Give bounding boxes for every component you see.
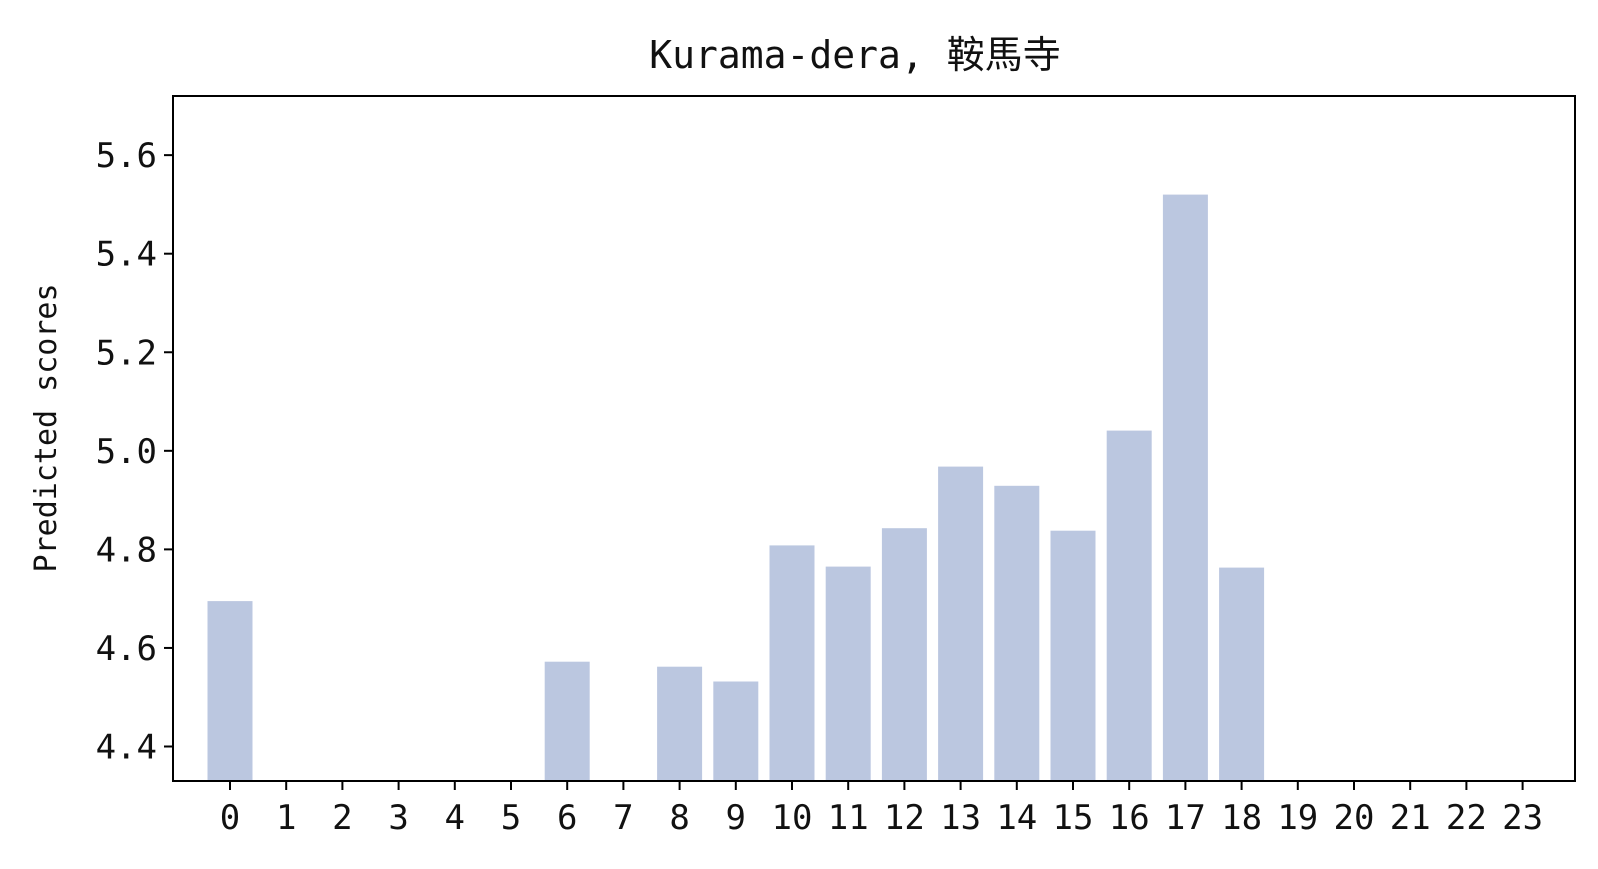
x-tick-label: 2 bbox=[332, 798, 352, 838]
x-tick-label: 17 bbox=[1165, 798, 1206, 838]
y-tick-label: 4.4 bbox=[96, 728, 157, 768]
bars-layer bbox=[207, 194, 1265, 782]
bar-10 bbox=[769, 545, 815, 781]
x-tick-label: 11 bbox=[828, 798, 869, 838]
x-tick-label: 14 bbox=[996, 798, 1037, 838]
bar-17 bbox=[1162, 194, 1208, 782]
bar-9 bbox=[713, 681, 759, 781]
bar-12 bbox=[881, 528, 927, 781]
y-tick-label: 4.6 bbox=[96, 629, 157, 669]
x-tick-label: 22 bbox=[1446, 798, 1487, 838]
bar-16 bbox=[1106, 430, 1152, 781]
x-tick-label: 23 bbox=[1502, 798, 1543, 838]
x-tick-label: 10 bbox=[772, 798, 813, 838]
x-tick-label: 8 bbox=[669, 798, 689, 838]
x-tick-label: 0 bbox=[220, 798, 240, 838]
y-tick-label: 4.8 bbox=[96, 530, 157, 570]
x-tick-label: 21 bbox=[1390, 798, 1431, 838]
x-tick-label: 19 bbox=[1277, 798, 1318, 838]
bar-14 bbox=[994, 485, 1040, 781]
x-tick-label: 12 bbox=[884, 798, 925, 838]
x-tick-label: 5 bbox=[501, 798, 521, 838]
bar-0 bbox=[207, 601, 253, 781]
x-tick-label: 6 bbox=[557, 798, 577, 838]
x-tick-label: 3 bbox=[388, 798, 408, 838]
y-axis-label: Predicted scores bbox=[29, 284, 64, 573]
x-tick-label: 1 bbox=[276, 798, 296, 838]
y-tick-label: 5.4 bbox=[96, 235, 157, 275]
x-axis-ticks: 0 1 2 3 4 5 6 7 8 9 10 11 12 13 14 15 16 17 18 19 20 21 22 23 bbox=[220, 781, 1543, 838]
bar-18 bbox=[1219, 567, 1265, 781]
plot-frame bbox=[172, 95, 1576, 782]
x-tick-label: 16 bbox=[1109, 798, 1150, 838]
bar-13 bbox=[938, 466, 984, 781]
chart-title: Kurama-dera, 鞍馬寺 bbox=[649, 33, 1060, 77]
bar-8 bbox=[657, 666, 703, 781]
x-tick-label: 13 bbox=[940, 798, 981, 838]
y-tick-label: 5.6 bbox=[96, 136, 157, 176]
y-tick-label: 5.0 bbox=[96, 432, 157, 472]
y-axis-ticks: 4.4 4.6 4.8 5.0 5.2 5.4 5.6 bbox=[96, 136, 173, 768]
bar-11 bbox=[825, 566, 871, 781]
bar-15 bbox=[1050, 530, 1096, 781]
x-tick-label: 7 bbox=[613, 798, 633, 838]
x-tick-label: 9 bbox=[726, 798, 746, 838]
x-tick-label: 4 bbox=[445, 798, 465, 838]
x-tick-label: 18 bbox=[1221, 798, 1262, 838]
y-tick-label: 5.2 bbox=[96, 333, 157, 373]
bar-6 bbox=[544, 661, 590, 781]
x-tick-label: 15 bbox=[1053, 798, 1094, 838]
x-tick-label: 20 bbox=[1334, 798, 1375, 838]
